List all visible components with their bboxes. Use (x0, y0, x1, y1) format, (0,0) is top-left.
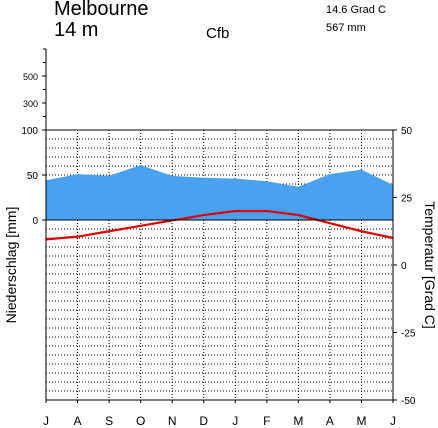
left-tick-label: 50 (27, 171, 39, 182)
month-label: N (168, 414, 177, 428)
grid (46, 130, 393, 400)
right-tick-label: 50 (401, 126, 413, 137)
precipitation-area-layer (45, 165, 394, 220)
temperature-line (45, 209, 394, 241)
month-label: J (390, 414, 396, 428)
left-tick-label: 300 (23, 99, 38, 109)
right-tick-label: 0 (401, 261, 407, 272)
right-tick-label: -25 (401, 329, 416, 340)
month-label: F (263, 414, 270, 428)
month-label: S (105, 414, 113, 428)
annual-precipitation: 567 mm (326, 22, 366, 34)
month-label: O (136, 414, 145, 428)
month-label: D (199, 414, 208, 428)
month-label: M (293, 414, 303, 428)
left-axis-title: Niederschlag [mm] (3, 207, 19, 324)
climate-class: Cfb (206, 25, 230, 42)
station-name: Melbourne (54, 0, 149, 20)
right-axis-title: Temperatur [Grad C] (422, 201, 438, 329)
axes (42, 48, 397, 403)
left-tick-label: 100 (21, 126, 38, 137)
right-tick-label: 25 (401, 194, 413, 205)
station-elevation: 14 m (54, 19, 99, 41)
month-label: M (356, 414, 366, 428)
temperature-line-layer (45, 209, 394, 241)
right-tick-label: -50 (401, 396, 416, 407)
left-tick-label: 500 (23, 72, 38, 82)
mean-temperature: 14.6 Grad C (326, 4, 386, 16)
month-label: J (43, 414, 49, 428)
precipitation-area (46, 165, 393, 220)
month-label: A (326, 414, 334, 428)
month-label: J (232, 414, 238, 428)
left-tick-label: 0 (32, 216, 38, 227)
axis-labels: 0 50 100 300 500 -50 -25 0 25 50 J A S O N D J F M A M J Niede… (3, 72, 438, 428)
month-label: A (74, 414, 82, 428)
